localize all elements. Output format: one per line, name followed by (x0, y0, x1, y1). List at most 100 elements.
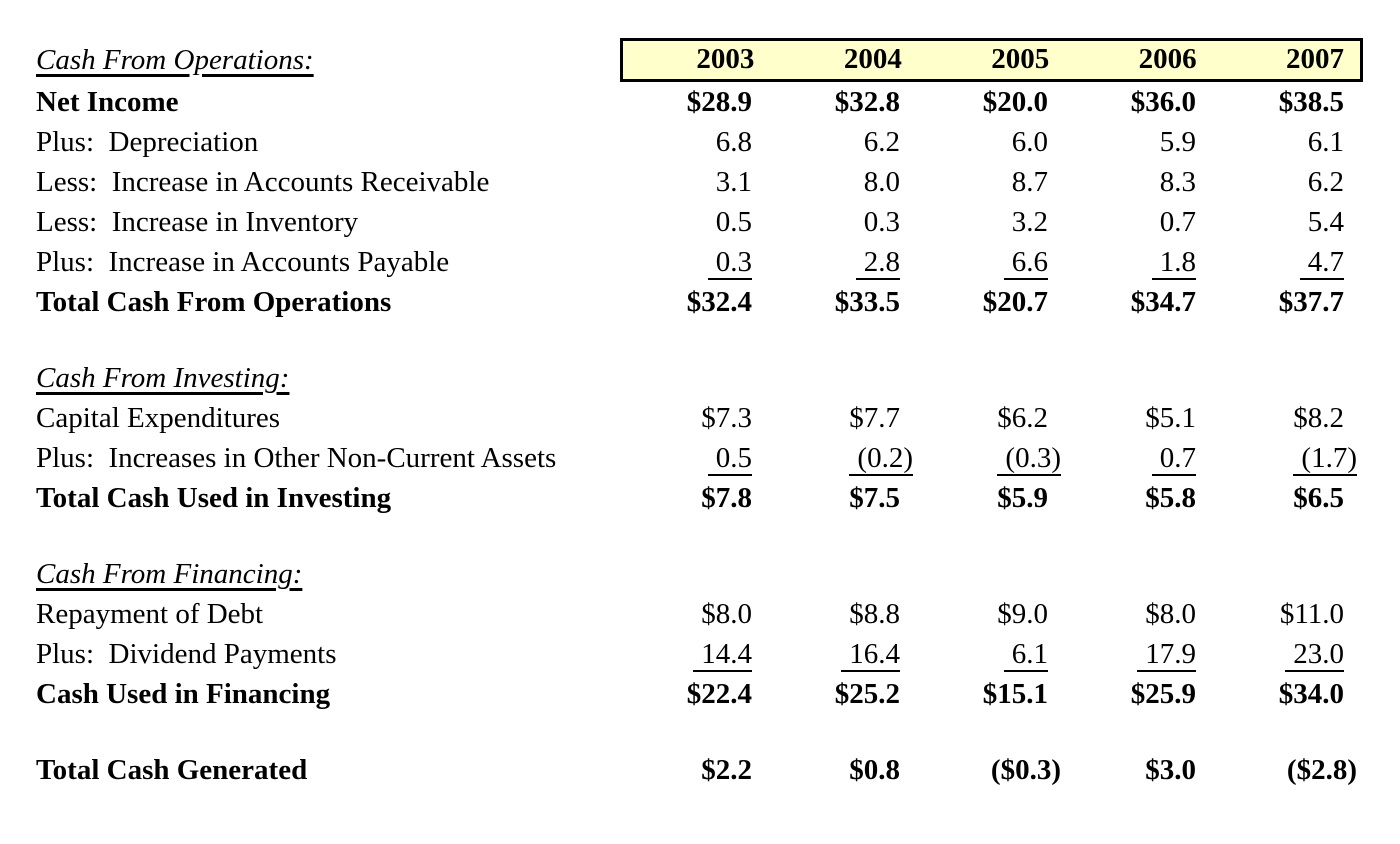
row-label: Less: Increase in Accounts Receivable (36, 166, 490, 198)
value-cell: 17.9 (1064, 634, 1212, 674)
value-cell: ($0.3) (990, 754, 1061, 786)
value-cell: 14.4 (620, 634, 768, 674)
value-cell: 16.4 (768, 634, 916, 674)
value-cell: 0.7 (1159, 206, 1196, 238)
value-cell: 6.0 (1011, 126, 1048, 158)
section-spacer (36, 518, 1366, 554)
section-spacer (36, 714, 1366, 750)
value-cell: 6.2 (863, 126, 900, 158)
value-cell: $15.1 (982, 678, 1048, 710)
row-label: Net Income (36, 86, 179, 118)
value-cell: (0.2) (768, 438, 916, 478)
value-cell: 0.5 (715, 206, 752, 238)
section-heading-financing: Cash From Financing: (36, 558, 303, 590)
row-investing-heading: Cash From Investing: (36, 358, 1366, 398)
value-cell: $22.4 (686, 678, 752, 710)
row-dividend-payments: Plus: Dividend Payments 14.4 16.4 6.1 17… (36, 634, 1366, 674)
value-cell: $11.0 (1279, 598, 1344, 630)
year-header-2007: 2007 (1286, 43, 1345, 75)
row-other-non-current-assets: Plus: Increases in Other Non-Current Ass… (36, 438, 1366, 478)
year-header-row: Cash From Operations: 2003 2004 2005 200… (36, 38, 1366, 82)
value-cell: $7.7 (849, 402, 900, 434)
value-cell: $33.5 (834, 286, 900, 318)
value-cell: $5.1 (1145, 402, 1196, 434)
row-net-income: Net Income $28.9 $32.8 $20.0 $36.0 $38.5 (36, 82, 1366, 122)
value-cell: $32.4 (686, 286, 752, 318)
row-label: Less: Increase in Inventory (36, 206, 359, 238)
year-header-2006: 2006 (1138, 43, 1197, 75)
value-cell: 5.4 (1307, 206, 1344, 238)
value-cell: $38.5 (1278, 86, 1344, 118)
year-header-2005: 2005 (991, 43, 1050, 75)
row-accounts-receivable: Less: Increase in Accounts Receivable 3.… (36, 162, 1366, 202)
value-cell: $0.8 (849, 754, 900, 786)
value-cell: 3.2 (1011, 206, 1048, 238)
row-repayment-of-debt: Repayment of Debt $8.0 $8.8 $9.0 $8.0 $1… (36, 594, 1366, 634)
value-cell: ($2.8) (1286, 754, 1357, 786)
section-spacer (36, 322, 1366, 358)
value-cell: $8.2 (1293, 402, 1344, 434)
value-cell: $20.7 (982, 286, 1048, 318)
value-cell: $6.5 (1293, 482, 1344, 514)
value-cell: 1.8 (1064, 242, 1212, 282)
value-cell: $9.0 (997, 598, 1048, 630)
value-cell: 3.1 (715, 166, 752, 198)
row-label: Total Cash Used in Investing (36, 482, 392, 514)
value-cell: (0.3) (916, 438, 1064, 478)
year-header-box: 2003 2004 2005 2006 2007 (620, 38, 1363, 82)
value-cell: 0.7 (1064, 438, 1212, 478)
value-cell: 2.8 (768, 242, 916, 282)
value-cell: 4.7 (1212, 242, 1360, 282)
row-label: Plus: Increases in Other Non-Current Ass… (36, 442, 557, 474)
row-label: Total Cash From Operations (36, 286, 392, 318)
row-label: Cash Used in Financing (36, 678, 331, 710)
row-total-financing: Cash Used in Financing $22.4 $25.2 $15.1… (36, 674, 1366, 714)
value-cell: 6.8 (715, 126, 752, 158)
value-cell: $37.7 (1278, 286, 1344, 318)
value-cell: 6.1 (1307, 126, 1344, 158)
value-cell: $6.2 (997, 402, 1048, 434)
value-cell: 6.6 (916, 242, 1064, 282)
value-cell: 0.3 (863, 206, 900, 238)
value-cell: $7.3 (701, 402, 752, 434)
value-cell: $3.0 (1145, 754, 1196, 786)
value-cell: $32.8 (834, 86, 900, 118)
value-cell: 8.7 (1011, 166, 1048, 198)
value-cell: $8.0 (701, 598, 752, 630)
row-label: Repayment of Debt (36, 598, 264, 630)
value-cell: $8.0 (1145, 598, 1196, 630)
row-accounts-payable: Plus: Increase in Accounts Payable 0.3 2… (36, 242, 1366, 282)
value-cell: $2.2 (701, 754, 752, 786)
value-cell: 5.9 (1159, 126, 1196, 158)
value-cell: 0.5 (620, 438, 768, 478)
value-cell: 6.1 (916, 634, 1064, 674)
year-header-2003: 2003 (696, 43, 755, 75)
value-cell: $28.9 (686, 86, 752, 118)
row-total-cash-generated: Total Cash Generated $2.2 $0.8 ($0.3) $3… (36, 750, 1366, 790)
value-cell: $5.9 (997, 482, 1048, 514)
value-cell: $25.9 (1130, 678, 1196, 710)
value-cell: $36.0 (1130, 86, 1196, 118)
value-cell: $34.7 (1130, 286, 1196, 318)
value-cell: $7.8 (701, 482, 752, 514)
value-cell: $25.2 (834, 678, 900, 710)
row-label: Total Cash Generated (36, 754, 308, 786)
value-cell: 6.2 (1307, 166, 1344, 198)
row-inventory: Less: Increase in Inventory 0.5 0.3 3.2 … (36, 202, 1366, 242)
value-cell: $8.8 (849, 598, 900, 630)
row-financing-heading: Cash From Financing: (36, 554, 1366, 594)
row-total-operations: Total Cash From Operations $32.4 $33.5 $… (36, 282, 1366, 322)
value-cell: $20.0 (982, 86, 1048, 118)
row-label: Plus: Dividend Payments (36, 638, 337, 670)
year-header-2004: 2004 (843, 43, 902, 75)
value-cell: $7.5 (849, 482, 900, 514)
value-cell: $34.0 (1278, 678, 1344, 710)
cash-flow-statement: Cash From Operations: 2003 2004 2005 200… (36, 38, 1366, 790)
row-label: Plus: Increase in Accounts Payable (36, 246, 450, 278)
value-cell: (1.7) (1212, 438, 1360, 478)
row-label: Plus: Depreciation (36, 126, 259, 158)
section-heading-operations: Cash From Operations: (36, 44, 314, 76)
value-cell: 0.3 (620, 242, 768, 282)
row-total-investing: Total Cash Used in Investing $7.8 $7.5 $… (36, 478, 1366, 518)
row-capital-expenditures: Capital Expenditures $7.3 $7.7 $6.2 $5.1… (36, 398, 1366, 438)
